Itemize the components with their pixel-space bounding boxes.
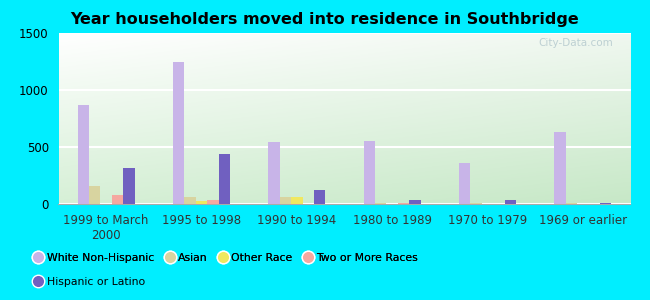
Bar — [77, 105, 89, 204]
Text: City-Data.com: City-Data.com — [539, 38, 614, 48]
Bar — [112, 195, 124, 204]
Bar — [268, 142, 280, 204]
Bar — [185, 197, 196, 204]
Bar — [89, 186, 101, 204]
Bar — [363, 141, 375, 204]
Text: Year householders moved into residence in Southbridge: Year householders moved into residence i… — [71, 12, 579, 27]
Bar — [410, 200, 421, 204]
Bar — [196, 201, 207, 204]
Bar — [314, 190, 326, 204]
Bar — [207, 200, 218, 204]
Bar — [504, 200, 516, 204]
Bar — [291, 197, 302, 204]
Bar — [375, 203, 387, 204]
Legend: White Non-Hispanic, Asian, Other Race, Two or More Races: White Non-Hispanic, Asian, Other Race, T… — [31, 248, 422, 268]
Bar — [398, 203, 410, 204]
Bar — [173, 61, 185, 204]
Bar — [600, 203, 612, 204]
Bar — [554, 132, 565, 204]
Bar — [124, 167, 135, 204]
Bar — [566, 203, 577, 204]
Legend: Hispanic or Latino: Hispanic or Latino — [31, 272, 149, 292]
Bar — [459, 163, 471, 204]
Bar — [218, 154, 230, 204]
Bar — [280, 196, 291, 204]
Bar — [471, 203, 482, 204]
